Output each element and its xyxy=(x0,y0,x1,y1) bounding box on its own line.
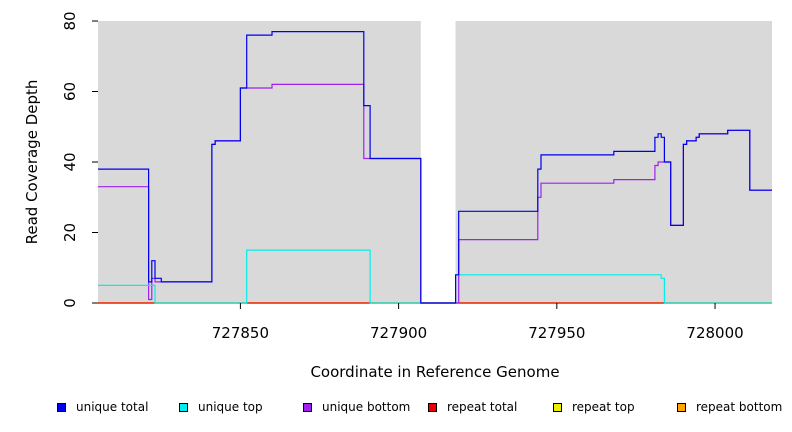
legend-label: repeat total xyxy=(447,400,518,414)
legend-item-repeat-bottom: repeat bottom xyxy=(677,400,782,414)
legend-item-unique-bottom: unique bottom xyxy=(303,400,410,414)
x-tick-label: 727900 xyxy=(370,324,427,342)
legend-swatch xyxy=(428,402,437,412)
x-axis-title: Coordinate in Reference Genome xyxy=(310,363,559,381)
legend-item-unique-top: unique top xyxy=(179,400,263,414)
legend-item-unique-total: unique total xyxy=(57,400,148,414)
x-tick-label: 727950 xyxy=(528,324,585,342)
legend-item-repeat-total: repeat total xyxy=(428,400,517,414)
series-line-unique-total xyxy=(98,31,772,304)
legend-label: unique total xyxy=(76,400,149,414)
y-axis-title: Read Coverage Depth xyxy=(23,80,41,245)
legend-swatch xyxy=(677,402,686,412)
coverage-gap xyxy=(420,21,456,303)
legend-swatch xyxy=(57,402,66,412)
legend-label: repeat top xyxy=(572,400,635,414)
y-tick-label: 60 xyxy=(61,82,79,101)
series-layer xyxy=(98,31,772,304)
y-tick-label: 80 xyxy=(61,11,79,30)
legend-swatch xyxy=(553,402,562,412)
legend-label: unique bottom xyxy=(322,400,411,414)
legend-label: repeat bottom xyxy=(696,400,783,414)
series-line-unique-top xyxy=(98,249,772,304)
legend: unique total unique top unique bottom repea… xyxy=(0,400,792,420)
y-tick-label: 0 xyxy=(61,298,79,308)
axes-layer: 727850 727900 727950 728000 0 20 40 60 80 xyxy=(61,11,744,342)
y-tick-label: 20 xyxy=(61,223,79,242)
coverage-chart: 727850 727900 727950 728000 0 20 40 60 80 Coordi… xyxy=(23,11,772,381)
legend-label: unique top xyxy=(198,400,263,414)
legend-swatch xyxy=(303,402,312,412)
y-tick-label: 40 xyxy=(61,152,79,171)
legend-item-repeat-top: repeat top xyxy=(553,400,635,414)
x-tick-label: 727850 xyxy=(212,324,269,342)
x-tick-label: 728000 xyxy=(686,324,743,342)
legend-swatch xyxy=(179,402,188,412)
